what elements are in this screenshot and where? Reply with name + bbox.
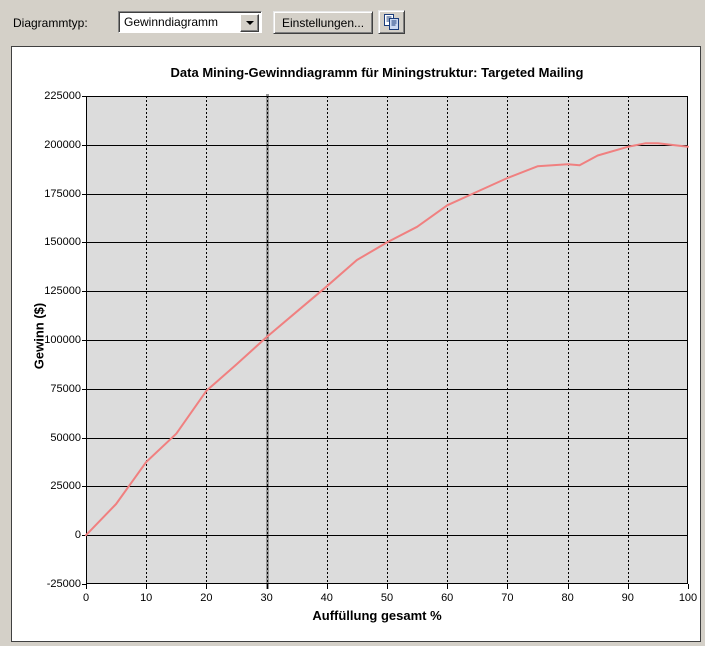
diagram-type-label: Diagrammtyp: xyxy=(13,16,88,30)
chevron-down-icon xyxy=(245,21,254,25)
profit-chart-canvas xyxy=(82,94,689,589)
x-tick-label: 20 xyxy=(200,592,213,604)
combo-dropdown-button[interactable] xyxy=(240,14,259,32)
x-tick-label: 60 xyxy=(441,592,454,604)
y-tick-label: 150000 xyxy=(44,236,81,249)
plot-area xyxy=(82,94,689,589)
x-tick-label: 70 xyxy=(501,592,514,604)
y-tick-label: 100000 xyxy=(44,334,81,346)
y-tick-label: 50000 xyxy=(50,431,81,444)
x-tick-label: 30 xyxy=(260,592,273,604)
y-tick-label: 0 xyxy=(74,529,81,542)
x-axis-title: Auffüllung gesamt % xyxy=(312,608,442,623)
y-tick-label: 175000 xyxy=(44,187,81,200)
toolbar: Diagrammtyp: Gewinndiagramm Einstellunge… xyxy=(0,0,705,46)
x-tick-label: 80 xyxy=(561,592,574,604)
y-tick-label: 25000 xyxy=(50,480,81,493)
x-tick-label: 90 xyxy=(621,592,634,604)
x-tick-label: 50 xyxy=(380,592,394,604)
x-tick-label: 0 xyxy=(82,592,90,604)
y-tick-label: 125000 xyxy=(44,285,81,298)
chart-title: Data Mining-Gewinndiagramm für Miningstr… xyxy=(170,65,584,80)
chart-panel: Data Mining-Gewinndiagramm für Miningstr… xyxy=(11,46,701,642)
y-tick-label: 200000 xyxy=(44,138,81,151)
copy-icon xyxy=(384,13,399,30)
copy-chart-button[interactable] xyxy=(378,10,405,34)
settings-button[interactable]: Einstellungen... xyxy=(273,11,373,34)
diagram-type-value: Gewinndiagramm xyxy=(124,15,219,29)
y-tick-label: 75000 xyxy=(50,382,81,395)
x-tick-label: 10 xyxy=(140,592,153,604)
diagram-type-select[interactable]: Gewinndiagramm xyxy=(118,11,262,33)
x-tick-label: 100 xyxy=(678,592,698,604)
x-tick-label: 40 xyxy=(320,592,333,604)
profit-curve xyxy=(85,142,689,537)
y-tick-label: 225000 xyxy=(44,90,81,102)
y-tick-label: -25000 xyxy=(46,578,81,590)
